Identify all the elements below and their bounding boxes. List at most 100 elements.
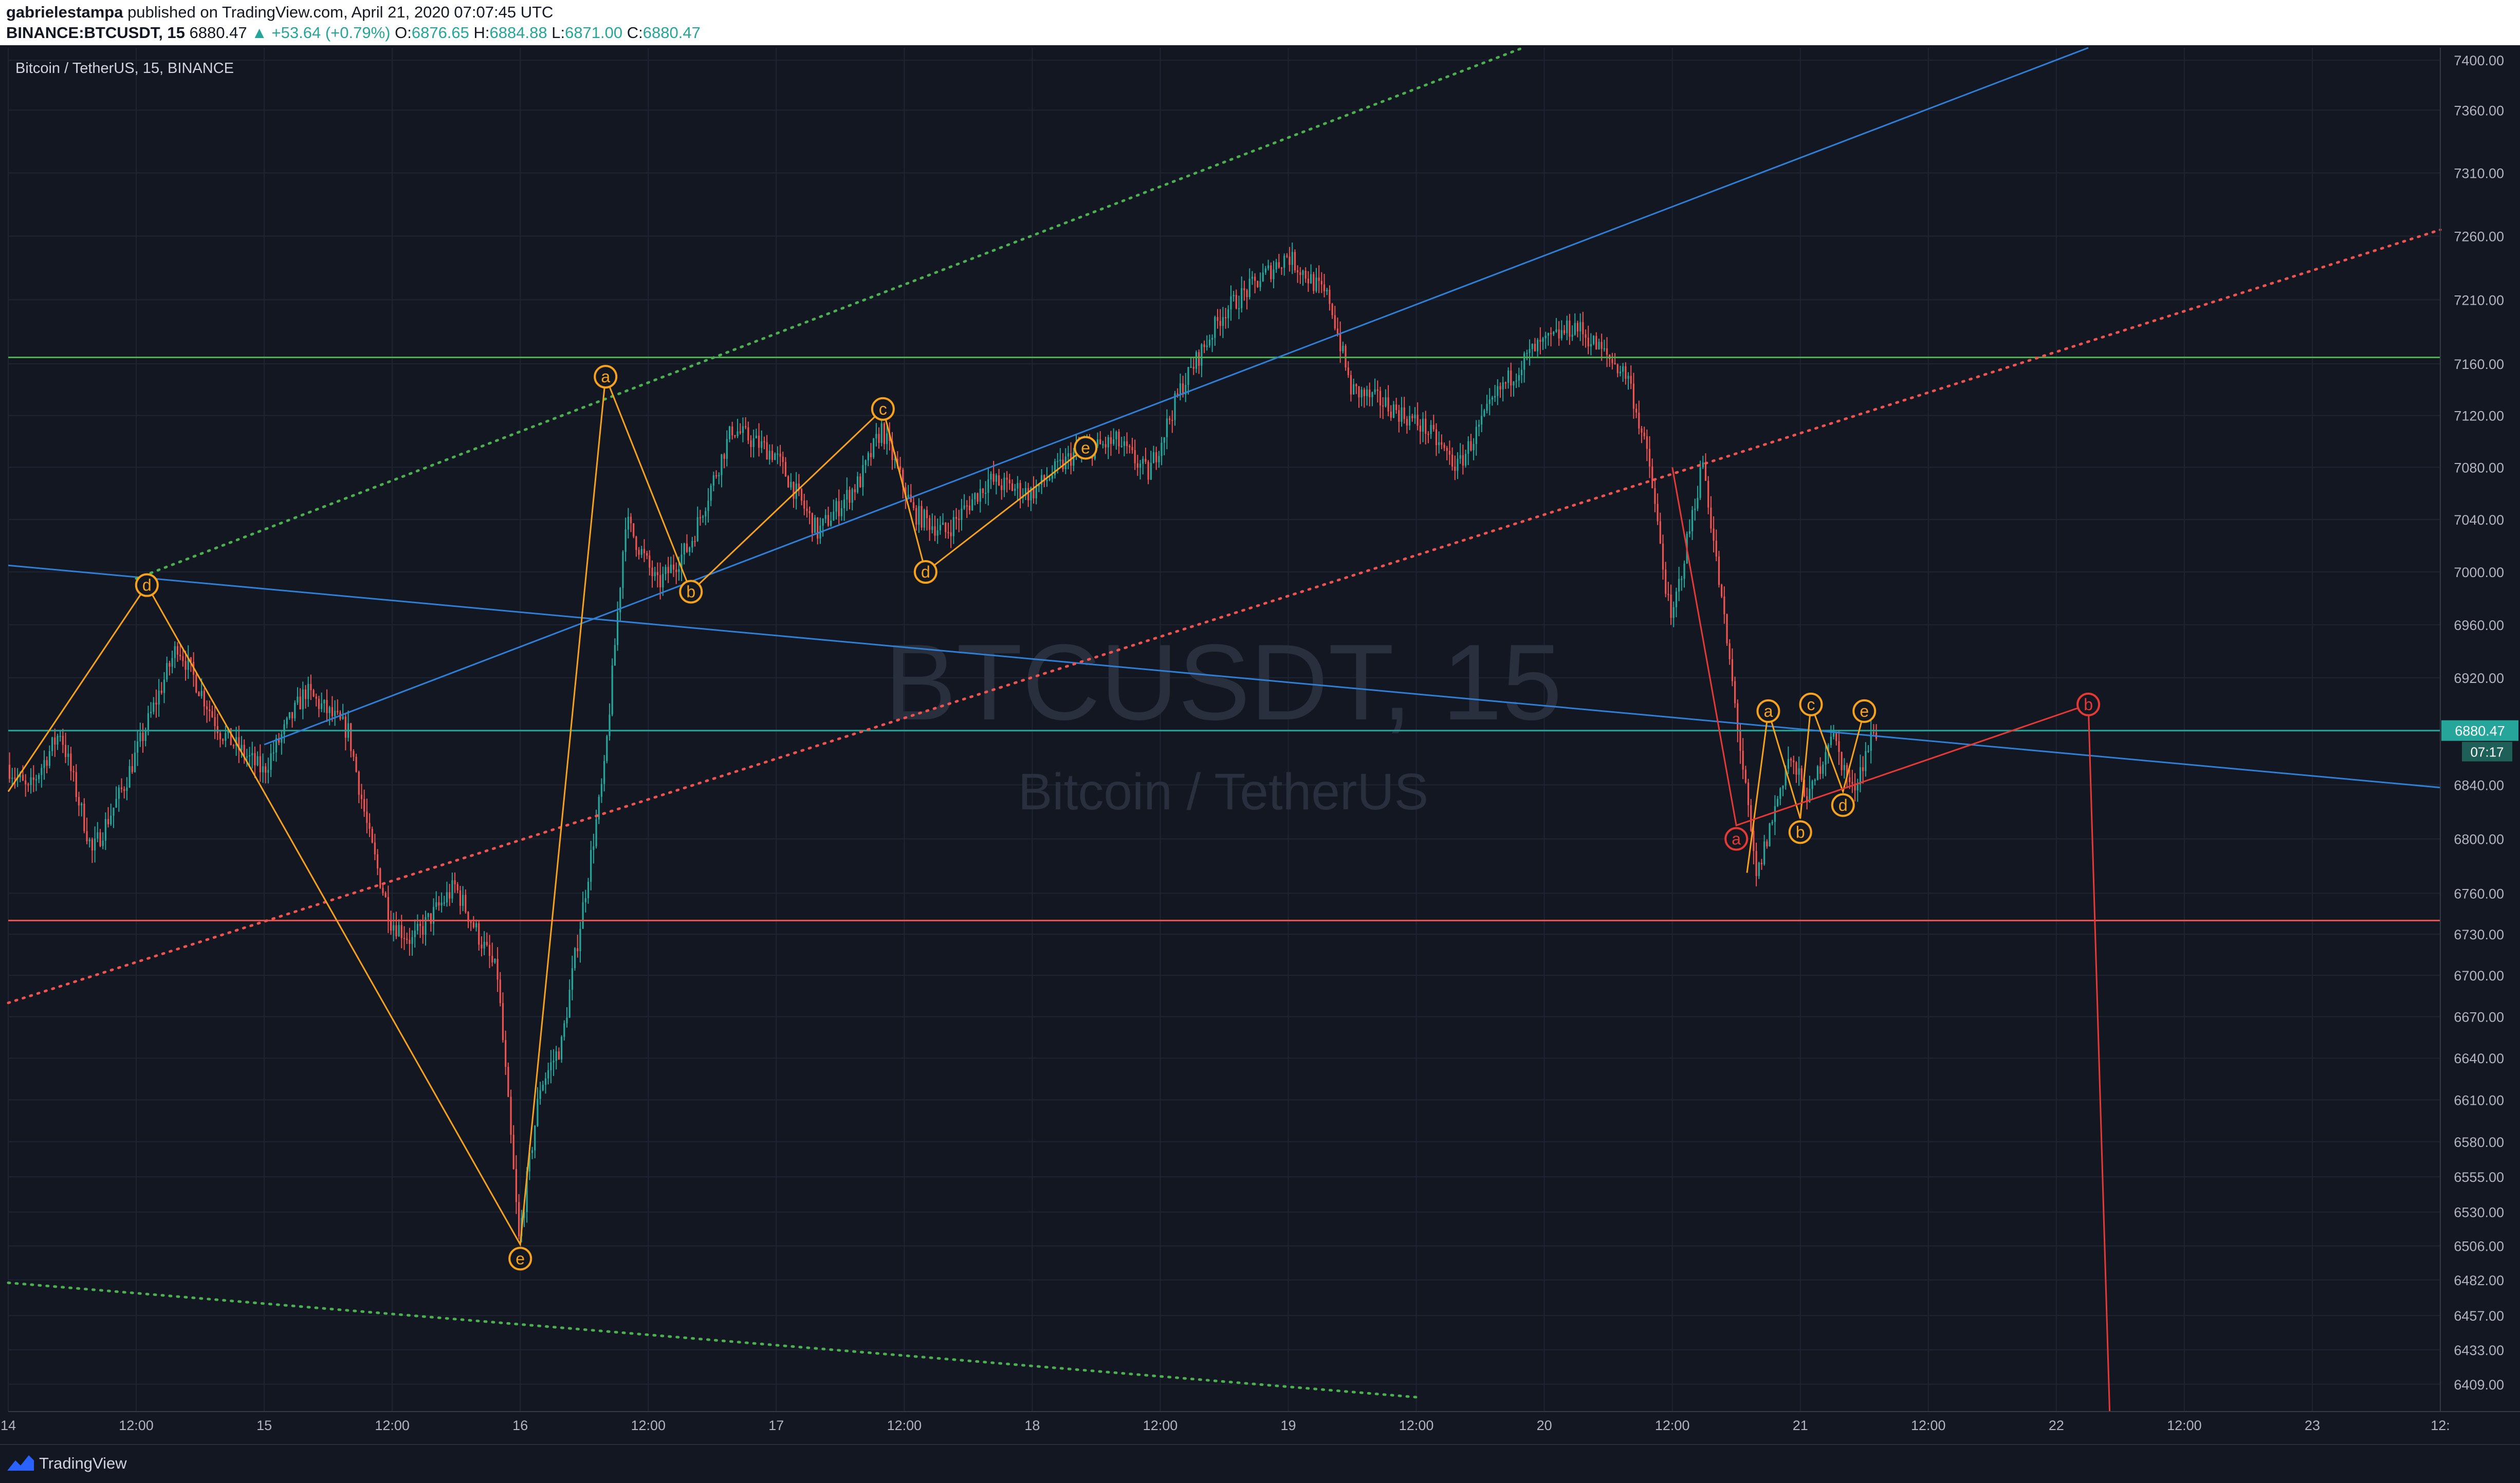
- candle-body: [1169, 418, 1171, 420]
- candle-body: [686, 543, 688, 552]
- candle-body: [1376, 389, 1378, 391]
- candle-body: [67, 753, 69, 757]
- candle-body: [1537, 340, 1539, 351]
- wave-label-text: a: [1764, 702, 1773, 720]
- candle-body: [542, 1085, 544, 1090]
- candle-body: [1411, 416, 1413, 418]
- candle-body: [1206, 345, 1208, 347]
- candle-body: [1622, 366, 1624, 372]
- candle-body: [766, 442, 768, 460]
- candle-body: [353, 751, 355, 757]
- candle-body: [312, 690, 315, 697]
- candle-body: [1520, 369, 1523, 376]
- candle-body: [110, 815, 112, 825]
- candle-body: [1150, 462, 1152, 480]
- candle-body: [8, 765, 11, 779]
- candle-body: [1257, 281, 1259, 287]
- author-name[interactable]: gabrielestampa: [6, 3, 123, 21]
- candle-body: [705, 511, 707, 517]
- candle-body: [1550, 332, 1552, 335]
- price-tick-label: 6960.00: [2454, 618, 2504, 633]
- candle-body: [435, 902, 437, 907]
- candle-body: [216, 726, 218, 733]
- price-tick-label: 6482.00: [2454, 1273, 2504, 1288]
- candle-body: [1702, 462, 1704, 468]
- wave-label-a: a: [594, 365, 618, 389]
- candle-body: [531, 1150, 534, 1153]
- last-price: 6880.47: [189, 24, 247, 42]
- price-tick-label: 6760.00: [2454, 886, 2504, 901]
- candle-body: [75, 772, 77, 797]
- candle-body: [1329, 289, 1331, 304]
- candle-body: [1563, 330, 1566, 333]
- candle-body: [587, 881, 590, 898]
- candle-body: [1227, 309, 1229, 319]
- candle-body: [1697, 497, 1699, 509]
- candle-body: [238, 737, 240, 750]
- candle-body: [1518, 375, 1520, 381]
- wave-label-circle: [913, 560, 937, 584]
- wave-label-b: b: [2076, 692, 2101, 716]
- candle-body: [553, 1061, 555, 1063]
- candle-body: [1443, 444, 1445, 448]
- candle-body: [742, 426, 744, 433]
- candle-body: [990, 474, 992, 479]
- candle-body: [555, 1051, 557, 1061]
- candle-body: [1643, 432, 1645, 436]
- wave-label-text: b: [686, 582, 695, 601]
- candle-body: [689, 547, 691, 552]
- candle-body: [1054, 461, 1056, 475]
- candle-body: [1454, 466, 1456, 471]
- candle-body: [696, 517, 698, 542]
- candle-body: [486, 941, 488, 945]
- candle-body: [1483, 410, 1485, 416]
- candle-body: [1728, 643, 1731, 659]
- wave-label-circle: [594, 365, 618, 389]
- candle-body: [1264, 268, 1267, 273]
- candle-body: [1558, 329, 1560, 339]
- candle-body: [1814, 780, 1816, 781]
- candle-body: [481, 944, 483, 949]
- candle-body: [675, 569, 677, 572]
- candle-body: [670, 564, 672, 573]
- candle-body: [1280, 267, 1283, 269]
- trend-line: [135, 46, 1524, 580]
- low-label: L:: [551, 24, 565, 42]
- candle-body: [771, 451, 774, 460]
- candle-body: [1451, 454, 1454, 467]
- candle-body: [824, 515, 826, 519]
- wave-label-c: c: [1799, 692, 1823, 716]
- candle-body: [1467, 441, 1469, 454]
- candle-body: [611, 665, 613, 715]
- candle-body: [1435, 429, 1438, 446]
- candle-body: [1459, 455, 1461, 459]
- candle-body: [1406, 419, 1408, 426]
- candle-body: [635, 536, 637, 550]
- candle-body: [1371, 392, 1373, 397]
- candle-body: [1771, 822, 1773, 824]
- candle-body: [102, 840, 104, 846]
- candle-body: [472, 922, 474, 928]
- candle-body: [1672, 607, 1675, 618]
- candle-body: [1390, 411, 1392, 418]
- candle-body: [1379, 391, 1382, 406]
- candle-body: [1398, 410, 1400, 422]
- price-tick-label: 7210.00: [2454, 292, 2504, 308]
- candle-body: [1856, 784, 1859, 791]
- candle-body: [496, 959, 499, 980]
- publish-text: published on TradingView.com, April 21, …: [127, 3, 554, 21]
- candle-body: [659, 575, 661, 587]
- candle-body: [563, 1023, 565, 1037]
- wave-label-circle: [1756, 699, 1780, 723]
- candle-body: [1233, 295, 1235, 296]
- candle-body: [1502, 382, 1504, 390]
- candle-body: [544, 1078, 547, 1085]
- candle-body: [1579, 322, 1581, 331]
- price-chart[interactable]: BTCUSDT, 15 Bitcoin / TetherUS d e a b c d e a a…: [0, 45, 2520, 1444]
- candle-body: [1195, 352, 1198, 369]
- candle-body: [894, 458, 896, 460]
- candle-body: [211, 711, 213, 717]
- candle-body: [1646, 436, 1648, 449]
- candle-body: [83, 804, 85, 831]
- wave-label-circle: [1074, 436, 1098, 460]
